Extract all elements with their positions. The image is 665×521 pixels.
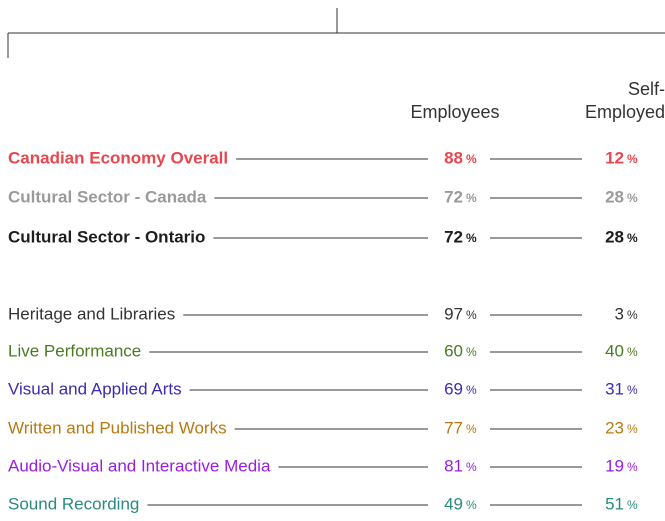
self-employed-value: 3 (615, 304, 624, 323)
column-header: Employees (410, 102, 499, 122)
employees-value: 97 (444, 304, 463, 323)
self-employed-value: 28 (605, 227, 624, 246)
row-label: Heritage and Libraries (8, 304, 175, 323)
row-label: Visual and Applied Arts (8, 379, 182, 398)
self-employed-value: 19 (605, 456, 624, 475)
column-header: Self- (628, 79, 665, 99)
unit: % (627, 345, 638, 359)
column-header: Employed (585, 102, 665, 122)
unit: % (466, 231, 477, 245)
employees-value: 77 (444, 418, 463, 437)
self-employed-value: 23 (605, 418, 624, 437)
row-label: Canadian Economy Overall (8, 148, 228, 167)
unit: % (627, 231, 638, 245)
employees-value: 88 (444, 148, 463, 167)
unit: % (466, 191, 477, 205)
row-label: Written and Published Works (8, 418, 227, 437)
self-employed-value: 31 (605, 379, 624, 398)
unit: % (627, 498, 638, 512)
unit: % (466, 383, 477, 397)
self-employed-value: 40 (605, 341, 624, 360)
row-label: Cultural Sector - Ontario (8, 227, 205, 246)
self-employed-value: 12 (605, 148, 624, 167)
row-label: Audio-Visual and Interactive Media (8, 456, 271, 475)
unit: % (466, 152, 477, 166)
row-label: Cultural Sector - Canada (8, 187, 207, 206)
employees-value: 72 (444, 227, 463, 246)
unit: % (466, 308, 477, 322)
row-label: Live Performance (8, 341, 141, 360)
employees-value: 60 (444, 341, 463, 360)
self-employed-value: 28 (605, 187, 624, 206)
employees-value: 72 (444, 187, 463, 206)
employees-value: 81 (444, 456, 463, 475)
unit: % (627, 152, 638, 166)
self-employed-value: 51 (605, 494, 624, 513)
employees-value: 49 (444, 494, 463, 513)
employees-value: 69 (444, 379, 463, 398)
unit: % (627, 308, 638, 322)
unit: % (627, 191, 638, 205)
unit: % (627, 383, 638, 397)
unit: % (627, 460, 638, 474)
unit: % (466, 498, 477, 512)
unit: % (466, 345, 477, 359)
row-label: Sound Recording (8, 494, 139, 513)
unit: % (627, 422, 638, 436)
unit: % (466, 460, 477, 474)
unit: % (466, 422, 477, 436)
